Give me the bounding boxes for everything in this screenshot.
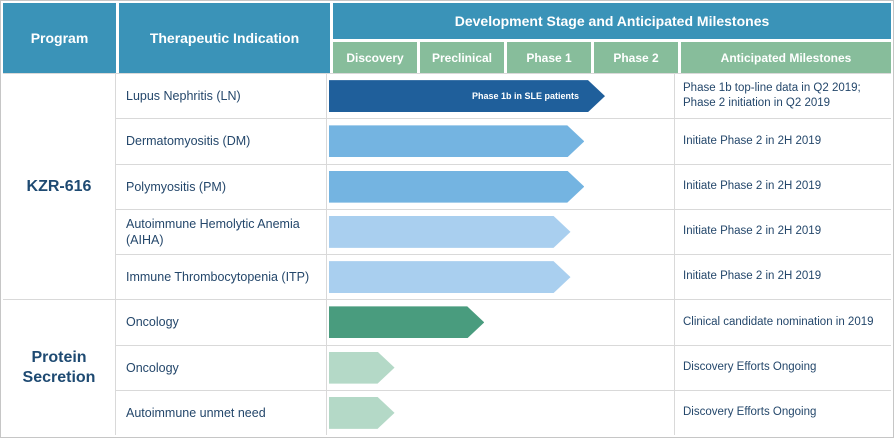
program-cell-protein-secretion: Protein Secretion bbox=[22, 348, 96, 386]
table-row: Autoimmune unmet need Discovery Efforts … bbox=[116, 390, 891, 435]
milestone-cell: Initiate Phase 2 in 2H 2019 bbox=[683, 270, 822, 283]
table-row: Autoimmune Hemolytic Anemia (AIHA) Initi… bbox=[116, 209, 891, 255]
stage-arrow bbox=[329, 306, 484, 338]
stage-arrow bbox=[329, 171, 584, 203]
pipeline-rows: Lupus Nephritis (LN) Phase 1b in SLE pat… bbox=[116, 74, 891, 435]
stage-header-phase2: Phase 2 bbox=[594, 42, 678, 73]
table-row: Polymyositis (PM) Initiate Phase 2 in 2H… bbox=[116, 164, 891, 210]
stage-chart-cell bbox=[327, 390, 675, 435]
indication-cell: Immune Thrombocytopenia (ITP) bbox=[116, 255, 327, 300]
indication-cell: Autoimmune Hemolytic Anemia (AIHA) bbox=[116, 209, 327, 254]
stage-chart-cell bbox=[327, 300, 675, 345]
stage-header-discovery: Discovery bbox=[333, 42, 417, 73]
stage-arrow: Phase 1b in SLE patients bbox=[329, 80, 605, 112]
stage-chart-cell bbox=[327, 209, 675, 254]
milestone-cell: Initiate Phase 2 in 2H 2019 bbox=[683, 134, 822, 147]
program-cell-kzr616: KZR-616 bbox=[3, 74, 115, 300]
program-column: KZR-616 Protein Secretion bbox=[3, 74, 116, 435]
indication-cell: Autoimmune unmet need bbox=[116, 390, 327, 435]
header-development-stage-group: Development Stage and Anticipated Milest… bbox=[333, 3, 891, 73]
stage-arrow-label: Phase 1b in SLE patients bbox=[471, 91, 579, 102]
stage-header-phase1: Phase 1 bbox=[507, 42, 591, 73]
stage-arrow bbox=[329, 397, 395, 429]
stage-arrow bbox=[329, 216, 571, 248]
milestone-cell: Discovery Efforts Ongoing bbox=[683, 406, 817, 419]
header-program: Program bbox=[3, 3, 116, 73]
indication-cell: Oncology bbox=[116, 300, 327, 345]
table-row: Dermatomyositis (DM) Initiate Phase 2 in… bbox=[116, 119, 891, 165]
stage-subheader-row: Discovery Preclinical Phase 1 Phase 2 An… bbox=[333, 42, 891, 73]
stage-chart-cell bbox=[327, 255, 675, 300]
stage-chart-cell bbox=[327, 119, 675, 164]
milestone-cell: Phase 1b top-line data in Q2 2019; Phase… bbox=[683, 81, 861, 110]
stage-arrow bbox=[329, 261, 571, 293]
indication-cell: Dermatomyositis (DM) bbox=[116, 119, 327, 164]
milestone-cell: Discovery Efforts Ongoing bbox=[683, 360, 817, 373]
header-therapeutic-indication: Therapeutic Indication bbox=[119, 3, 330, 73]
table-row: Immune Thrombocytopenia (ITP) Initiate P… bbox=[116, 255, 891, 301]
indication-cell: Lupus Nephritis (LN) bbox=[116, 74, 327, 119]
header-anticipated-milestones: Anticipated Milestones bbox=[681, 42, 891, 73]
stage-chart-cell: Phase 1b in SLE patients bbox=[327, 74, 675, 119]
table-body: KZR-616 Protein Secretion Lupus Nephriti… bbox=[3, 73, 891, 435]
stage-arrow bbox=[329, 352, 395, 384]
stage-arrow bbox=[329, 125, 584, 157]
table-row: Oncology Discovery Efforts Ongoing bbox=[116, 345, 891, 391]
table-header: Program Therapeutic Indication Developme… bbox=[3, 3, 891, 73]
table-row: Lupus Nephritis (LN) Phase 1b in SLE pat… bbox=[116, 74, 891, 120]
milestone-cell: Initiate Phase 2 in 2H 2019 bbox=[683, 179, 822, 192]
stage-chart-cell bbox=[327, 164, 675, 209]
milestone-cell: Initiate Phase 2 in 2H 2019 bbox=[683, 225, 822, 238]
stage-header-preclinical: Preclinical bbox=[420, 42, 504, 73]
stage-chart-cell bbox=[327, 345, 675, 390]
table-row: Oncology Clinical candidate nomination i… bbox=[116, 300, 891, 346]
indication-cell: Oncology bbox=[116, 345, 327, 390]
header-development-stage-title: Development Stage and Anticipated Milest… bbox=[333, 3, 891, 39]
indication-cell: Polymyositis (PM) bbox=[116, 164, 327, 209]
milestone-cell: Clinical candidate nomination in 2019 bbox=[683, 315, 874, 328]
